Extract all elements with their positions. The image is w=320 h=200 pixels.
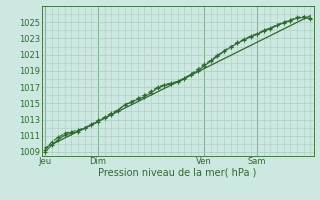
X-axis label: Pression niveau de la mer( hPa ): Pression niveau de la mer( hPa ) — [99, 168, 257, 178]
